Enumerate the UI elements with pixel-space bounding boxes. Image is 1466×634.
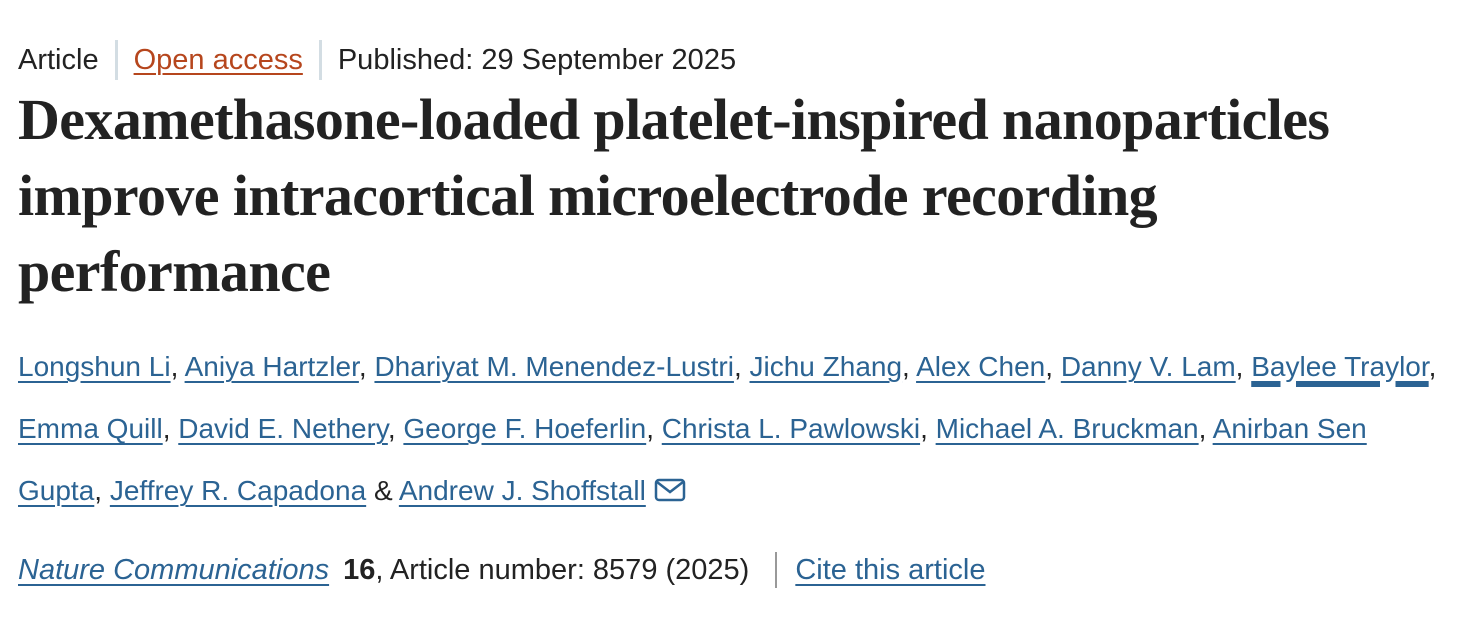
author-link[interactable]: Longshun Li (18, 351, 171, 382)
author-link[interactable]: Dhariyat M. Menendez-Lustri (374, 351, 734, 382)
author-link[interactable]: Aniya Hartzler (184, 351, 359, 382)
cite-this-article-link[interactable]: Cite this article (795, 553, 986, 586)
article-meta: Article Open access Published: 29 Septem… (18, 40, 736, 80)
published-date: Published: 29 September 2025 (337, 43, 737, 76)
article-type: Article (18, 43, 99, 76)
author-link[interactable]: Andrew J. Shoffstall (398, 475, 646, 506)
journal-link[interactable]: Nature Communications (18, 553, 330, 586)
divider (114, 40, 118, 80)
article-number: , Article number: 8579 (2025) (375, 553, 750, 586)
email-icon[interactable] (654, 462, 686, 524)
author-joiner: & (373, 475, 393, 506)
author-link[interactable]: Baylee Traylor (1251, 351, 1429, 382)
author-link[interactable]: David E. Nethery (178, 413, 388, 444)
author-link[interactable]: Christa L. Pawlowski (661, 413, 921, 444)
author-link[interactable]: Jeffrey R. Capadona (109, 475, 367, 506)
citation: Nature Communications 16 , Article numbe… (18, 552, 986, 588)
divider (775, 552, 778, 588)
volume: 16 (343, 553, 376, 586)
author-list: Longshun Li, Aniya Hartzler, Dhariyat M.… (18, 336, 1448, 524)
author-link[interactable]: Michael A. Bruckman (935, 413, 1199, 444)
divider (318, 40, 322, 80)
author-link[interactable]: Emma Quill (18, 413, 163, 444)
article-title: Dexamethasone-loaded platelet-inspired n… (18, 87, 1330, 304)
author-link[interactable]: George F. Hoeferlin (403, 413, 647, 444)
author-link[interactable]: Alex Chen (916, 351, 1046, 382)
open-access-link[interactable]: Open access (133, 43, 303, 76)
author-link[interactable]: Danny V. Lam (1060, 351, 1236, 382)
author-link[interactable]: Jichu Zhang (749, 351, 903, 382)
author-link[interactable]: Anirban Sen Gupta (18, 413, 1367, 506)
